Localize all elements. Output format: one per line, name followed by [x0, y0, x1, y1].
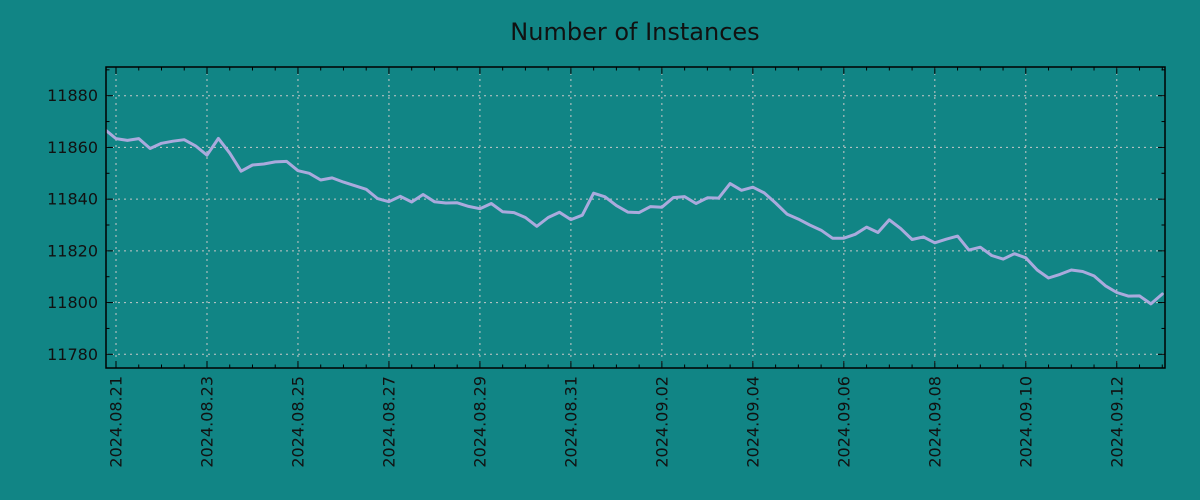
x-axis-tick-label: 2024.09.02: [652, 376, 671, 468]
y-axis-tick-label: 11840: [47, 190, 98, 209]
x-axis-tick-label: 2024.08.27: [379, 376, 398, 468]
x-axis-tick-label: 2024.09.06: [834, 376, 853, 468]
x-axis-tick-label: 2024.09.08: [925, 376, 944, 468]
x-axis-tick-label: 2024.08.21: [107, 376, 126, 468]
y-axis-tick-label: 11780: [47, 345, 98, 364]
chart-title: Number of Instances: [510, 18, 759, 46]
y-axis-tick-label: 11880: [47, 86, 98, 105]
x-axis-tick-label: 2024.08.23: [197, 376, 216, 468]
x-axis-tick-label: 2024.08.31: [561, 376, 580, 468]
x-axis-tick-label: 2024.09.12: [1107, 376, 1126, 468]
y-axis-tick-label: 11820: [47, 241, 98, 260]
y-axis-tick-label: 11860: [47, 138, 98, 157]
x-axis-tick-label: 2024.09.10: [1016, 376, 1035, 468]
plot-border: [105, 66, 1166, 369]
x-axis-tick-label: 2024.09.04: [743, 376, 762, 468]
y-axis-tick-label: 11800: [47, 293, 98, 312]
data-series-line: [106, 128, 1164, 306]
x-axis-tick-label: 2024.08.29: [470, 376, 489, 468]
x-axis-tick-label: 2024.08.25: [288, 376, 307, 468]
